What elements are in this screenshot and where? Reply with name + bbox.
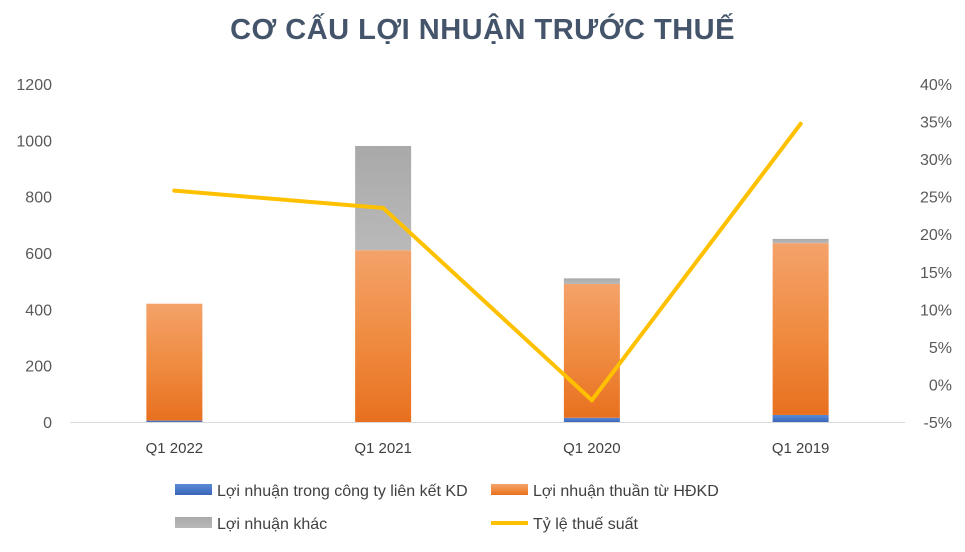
tax-rate-point	[381, 205, 386, 210]
y-left-tick-label: 1200	[16, 77, 52, 94]
tax-rate-point	[172, 188, 177, 193]
chart-title: CƠ CẤU LỢI NHUẬN TRƯỚC THUẾ	[230, 14, 735, 46]
y-right-tick-label: 10%	[920, 302, 952, 319]
y-left-tick-label: 1000	[16, 133, 52, 150]
legend-label: Lợi nhuận trong công ty liên kết KD	[217, 483, 468, 500]
bar-segment	[146, 420, 203, 422]
y-left-tick-label: 200	[25, 359, 52, 376]
y-left-tick-label: 0	[43, 415, 52, 432]
y-right-tick-label: 40%	[920, 77, 952, 94]
legend-label: Lợi nhuận khác	[217, 516, 327, 533]
legend-swatch	[491, 484, 528, 495]
bar-segment	[563, 283, 620, 418]
bar-segment	[772, 238, 829, 244]
y-right-tick-label: 25%	[920, 190, 952, 207]
bar-segment	[355, 250, 412, 422]
y-right-tick-label: 20%	[920, 227, 952, 244]
bar-segment	[563, 417, 620, 422]
bar-segment	[146, 303, 203, 421]
x-category-label: Q1 2019	[772, 440, 830, 457]
y-left-tick-label: 600	[25, 246, 52, 263]
x-category-label: Q1 2020	[563, 440, 621, 457]
tax-rate-point	[798, 121, 803, 126]
tax-rate-line	[172, 121, 803, 403]
bar-segment	[772, 414, 829, 422]
x-category-label: Q1 2022	[146, 440, 204, 457]
tax-rate-point	[589, 398, 594, 403]
y-left-tick-label: 400	[25, 302, 52, 319]
y-right-tick-label: 15%	[920, 265, 952, 282]
y-left-tick-label: 800	[25, 190, 52, 207]
legend-swatch	[175, 484, 212, 495]
y-right-tick-label: 5%	[929, 340, 952, 357]
y-right-tick-label: 35%	[920, 115, 952, 132]
bar-segment	[772, 243, 829, 415]
y-right-tick-label: 30%	[920, 152, 952, 169]
y-right-tick-label: -5%	[924, 415, 952, 432]
legend-swatch	[175, 517, 212, 528]
y-right-tick-label: 0%	[929, 377, 952, 394]
bar-segment	[563, 278, 620, 284]
x-category-label: Q1 2021	[354, 440, 412, 457]
legend-label: Tỷ lệ thuế suất	[533, 516, 639, 533]
legend-label: Lợi nhuận thuần từ HĐKD	[533, 483, 719, 500]
bar-segment	[355, 145, 412, 251]
